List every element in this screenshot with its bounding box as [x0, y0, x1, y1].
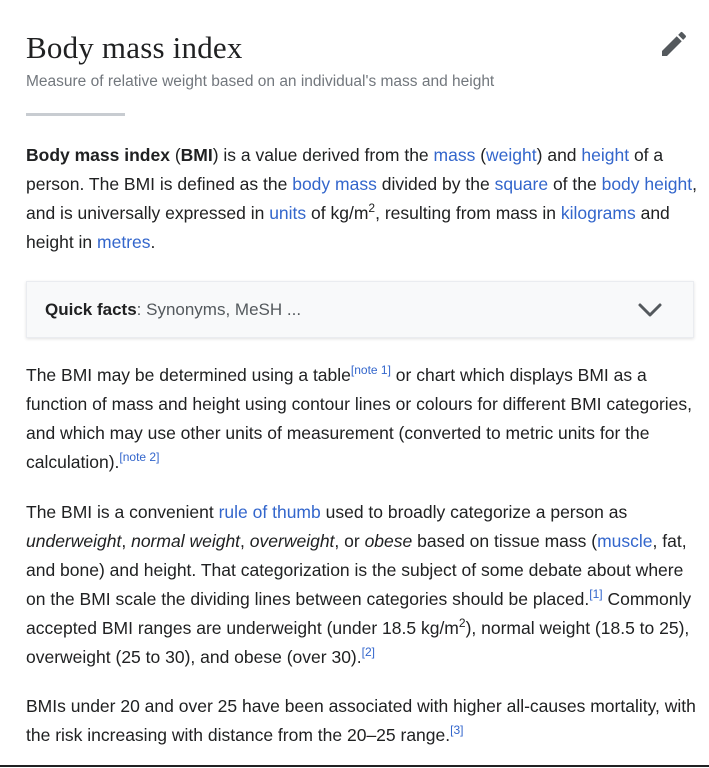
text: , — [121, 531, 132, 551]
italic-term: overweight — [249, 531, 335, 551]
pencil-icon[interactable] — [658, 28, 690, 60]
text: Commonly accepted BMI ranges are underwe… — [26, 589, 692, 638]
link-units[interactable]: units — [269, 203, 307, 223]
text: BMIs under 20 and over 25 have been asso… — [26, 696, 696, 745]
page-description: Measure of relative weight based on an i… — [26, 73, 495, 90]
quick-facts-text: Quick facts: Synonyms, MeSH ... — [45, 300, 301, 320]
paragraph-mortality: BMIs under 20 and over 25 have been asso… — [26, 692, 698, 750]
italic-term: obese — [364, 531, 413, 551]
link-kilograms[interactable]: kilograms — [560, 203, 636, 223]
text: and height in — [26, 203, 670, 252]
bold-abbr: BMI — [180, 145, 213, 165]
text: ( — [475, 145, 487, 165]
text: ) and — [536, 145, 582, 165]
link-metres[interactable]: metres — [97, 232, 151, 252]
text: , or — [334, 531, 365, 551]
text: , and is universally expressed in — [26, 174, 697, 223]
superscript: 2 — [458, 616, 466, 631]
link-muscle[interactable]: muscle — [597, 531, 653, 551]
page-title: Body mass index — [26, 30, 243, 65]
chevron-down-icon[interactable] — [637, 300, 663, 320]
text: . — [150, 232, 156, 252]
note-ref-2[interactable]: [note 2] — [119, 450, 160, 465]
citation-ref-3[interactable]: [3] — [450, 723, 464, 738]
text: , fat, and bone) and height. That catego… — [26, 531, 687, 609]
quick-facts-label: Quick facts — [45, 300, 137, 319]
text: used to broadly categorize a person as — [320, 502, 628, 522]
text: divided by the — [376, 174, 495, 194]
text: ), normal weight (18.5 to 25), overweigh… — [26, 618, 690, 667]
text: , resulting from mass in — [375, 203, 561, 223]
link-mass[interactable]: mass — [433, 145, 476, 165]
italic-term: underweight — [26, 531, 122, 551]
citation-ref-1[interactable]: [1] — [589, 587, 603, 602]
quick-facts-summary: : Synonyms, MeSH ... — [136, 300, 302, 319]
text: or chart which displays BMI as a functio… — [26, 365, 693, 472]
link-weight[interactable]: weight — [486, 145, 537, 165]
superscript: 2 — [368, 201, 376, 216]
bold-term: Body mass index — [26, 145, 170, 165]
quick-facts-toggle[interactable]: Quick facts: Synonyms, MeSH ... — [26, 281, 694, 338]
text: based on tissue mass ( — [412, 531, 598, 551]
text: The BMI may be determined using a table — [26, 365, 351, 385]
link-body-mass[interactable]: body mass — [292, 174, 377, 194]
text: of a person. The BMI is defined as the — [26, 145, 664, 194]
citation-ref-2[interactable]: [2] — [361, 645, 375, 660]
text: of the — [548, 174, 602, 194]
link-rule-of-thumb[interactable]: rule of thumb — [218, 502, 321, 522]
text: , — [240, 531, 250, 551]
note-ref-1[interactable]: [note 1] — [350, 363, 391, 378]
bottom-border — [0, 765, 709, 767]
link-body-height[interactable]: body height — [601, 174, 693, 194]
link-height[interactable]: height — [581, 145, 630, 165]
text: The BMI is a convenient — [26, 502, 219, 522]
italic-term: normal weight — [131, 531, 241, 551]
text: ) is a value derived from the — [212, 145, 434, 165]
paragraph-rule-of-thumb: The BMI is a convenient rule of thumb us… — [26, 498, 698, 672]
paragraph-table-chart: The BMI may be determined using a table[… — [26, 361, 698, 477]
title-divider — [26, 113, 125, 116]
intro-paragraph: Body mass index (BMI) is a value derived… — [26, 141, 698, 257]
text: ( — [169, 145, 181, 165]
link-square[interactable]: square — [494, 174, 549, 194]
text: of kg/m — [306, 203, 369, 223]
